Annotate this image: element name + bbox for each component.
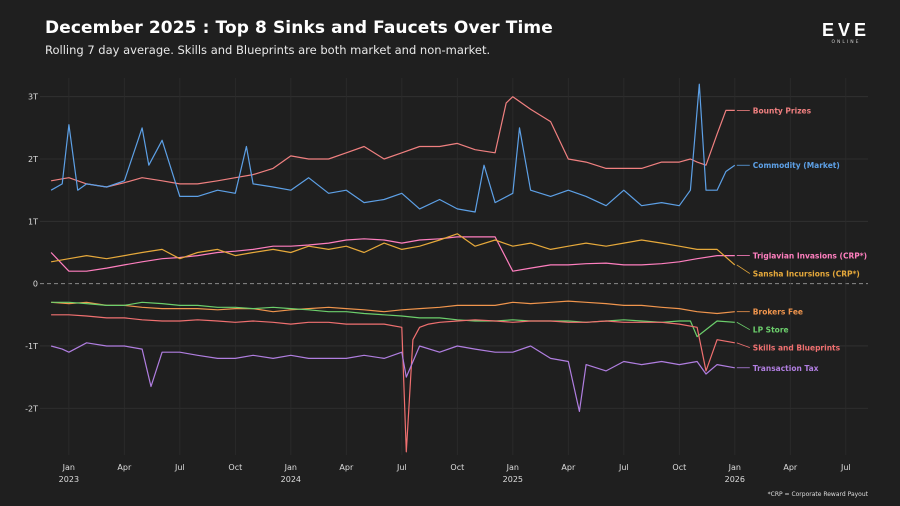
x-tick-year-label: 2023 bbox=[59, 475, 79, 484]
x-tick-label: Oct bbox=[228, 463, 242, 472]
series-line-brokers-fee bbox=[51, 300, 735, 315]
eve-online-logo: EVE ONLINE bbox=[822, 20, 870, 45]
series-line-sansha-incursions-crp- bbox=[50, 233, 736, 266]
y-tick-label: 1T bbox=[28, 217, 38, 226]
chart-title: December 2025 : Top 8 Sinks and Faucets … bbox=[45, 18, 553, 38]
x-tick-label: Apr bbox=[339, 463, 354, 472]
x-tick-label: Apr bbox=[117, 463, 132, 472]
x-tick-label: Apr bbox=[783, 463, 798, 472]
y-tick-label: 0 bbox=[33, 280, 38, 289]
x-tick-label: Oct bbox=[672, 463, 686, 472]
series-line-triglavian-invasions-crp- bbox=[50, 236, 735, 272]
x-tick-label: Apr bbox=[561, 463, 576, 472]
legend-label: Bounty Prizes bbox=[753, 106, 812, 115]
legend-label: Triglavian Invasions (CRP*) bbox=[753, 252, 867, 261]
y-tick-label: -2T bbox=[25, 404, 38, 413]
legend-label: LP Store bbox=[753, 326, 789, 335]
legend-connector bbox=[736, 321, 751, 331]
legend-label: Skills and Blueprints bbox=[753, 344, 841, 353]
x-tick-year-label: 2026 bbox=[725, 475, 745, 484]
x-tick-label: Jul bbox=[174, 463, 185, 472]
legend-connector bbox=[736, 264, 751, 274]
x-tick-label: Jan bbox=[506, 463, 519, 472]
legend-connector bbox=[736, 342, 750, 349]
series-line-skills-and-blueprints bbox=[51, 314, 735, 453]
x-tick-label: Jul bbox=[618, 463, 629, 472]
series-line-bounty-prizes bbox=[50, 96, 735, 188]
y-tick-label: 3T bbox=[28, 93, 38, 102]
logo-sub-text: ONLINE bbox=[831, 40, 861, 45]
x-tick-label: Jul bbox=[840, 463, 851, 472]
x-tick-label: Oct bbox=[450, 463, 464, 472]
x-tick-label: Jan bbox=[728, 463, 741, 472]
series-line-transaction-tax bbox=[50, 342, 735, 412]
logo-main-text: EVE bbox=[821, 20, 870, 40]
x-tick-label: Jan bbox=[284, 463, 297, 472]
legend-label: Transaction Tax bbox=[753, 364, 819, 373]
legend-label: Sansha Incursions (CRP*) bbox=[753, 270, 860, 279]
legend-label: Brokers Fee bbox=[753, 308, 803, 317]
x-tick-year-label: 2025 bbox=[503, 475, 523, 484]
x-tick-label: Jan bbox=[62, 463, 75, 472]
footnote: *CRP = Corporate Reward Payout bbox=[767, 491, 868, 498]
chart-subtitle: Rolling 7 day average. Skills and Bluepr… bbox=[45, 43, 491, 57]
series-line-commodity-market- bbox=[50, 83, 736, 213]
y-tick-label: -1T bbox=[25, 342, 38, 351]
y-tick-label: 2T bbox=[28, 155, 38, 164]
legend-label: Commodity (Market) bbox=[753, 161, 840, 170]
series-line-lp-store bbox=[51, 301, 735, 338]
x-tick-label: Jul bbox=[396, 463, 407, 472]
x-tick-year-label: 2024 bbox=[281, 475, 301, 484]
